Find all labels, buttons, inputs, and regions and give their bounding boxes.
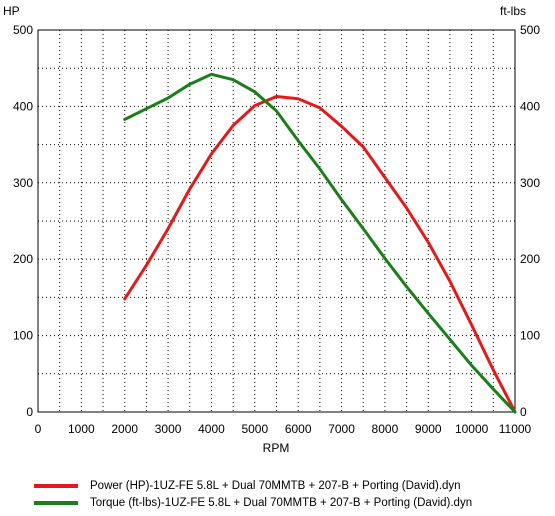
x-tick-label: 11000 bbox=[499, 422, 532, 436]
left-y-axis-label: HP bbox=[3, 4, 20, 18]
right-y-axis-label: ft-lbs bbox=[500, 4, 526, 18]
x-tick-labels: 0 1000 2000 3000 4000 5000 6000 7000 8000 9000 100… bbox=[35, 422, 532, 436]
left-y-tick-label: 100 bbox=[13, 329, 33, 343]
left-y-tick-label: 0 bbox=[26, 405, 33, 419]
legend-item-power: Power (HP)-1UZ-FE 5.8L + Dual 70MMTB + 2… bbox=[34, 477, 472, 494]
right-y-tick-label: 300 bbox=[520, 176, 540, 190]
series-lines bbox=[123, 72, 517, 414]
left-y-tick-label: 500 bbox=[13, 23, 33, 37]
left-y-tick-labels: 0 100 200 300 400 500 bbox=[13, 23, 33, 419]
legend-label-torque: Torque (ft-lbs)-1UZ-FE 5.8L + Dual 70MMT… bbox=[90, 496, 473, 509]
left-y-tick-label: 400 bbox=[13, 99, 33, 113]
x-tick-label: 4000 bbox=[198, 422, 225, 436]
legend-item-torque: Torque (ft-lbs)-1UZ-FE 5.8L + Dual 70MMT… bbox=[34, 494, 472, 511]
right-y-tick-labels: 0 100 200 300 400 500 bbox=[520, 23, 540, 419]
power-series-line bbox=[123, 95, 517, 414]
x-tick-label: 2000 bbox=[111, 422, 138, 436]
right-y-tick-label: 0 bbox=[520, 405, 527, 419]
x-tick-label: 0 bbox=[35, 422, 42, 436]
x-tick-label: 10000 bbox=[455, 422, 489, 436]
right-y-tick-label: 100 bbox=[520, 329, 540, 343]
x-axis-label: RPM bbox=[263, 441, 290, 455]
x-tick-label: 9000 bbox=[415, 422, 442, 436]
x-tick-label: 3000 bbox=[155, 422, 182, 436]
plot-area bbox=[37, 29, 516, 413]
legend-label-power: Power (HP)-1UZ-FE 5.8L + Dual 70MMTB + 2… bbox=[90, 479, 461, 492]
left-y-tick-label: 200 bbox=[13, 252, 33, 266]
legend-swatch-torque bbox=[34, 500, 78, 505]
x-tick-label: 8000 bbox=[372, 422, 399, 436]
right-y-tick-label: 400 bbox=[520, 99, 540, 113]
legend: Power (HP)-1UZ-FE 5.8L + Dual 70MMTB + 2… bbox=[34, 477, 472, 511]
left-y-tick-label: 300 bbox=[13, 176, 33, 190]
torque-series-line bbox=[123, 72, 517, 414]
line-chart: 0 1000 2000 3000 4000 5000 6000 7000 8000 9000 100… bbox=[3, 4, 540, 455]
right-y-tick-label: 200 bbox=[520, 252, 540, 266]
legend-swatch-power bbox=[34, 483, 78, 488]
right-y-tick-label: 500 bbox=[520, 23, 540, 37]
x-tick-label: 1000 bbox=[68, 422, 95, 436]
x-tick-label: 6000 bbox=[285, 422, 312, 436]
x-tick-label: 5000 bbox=[241, 422, 268, 436]
x-tick-label: 7000 bbox=[328, 422, 355, 436]
